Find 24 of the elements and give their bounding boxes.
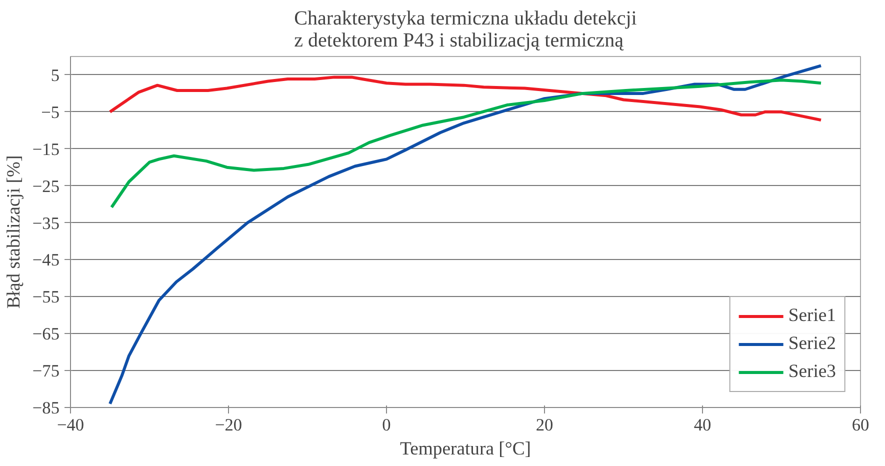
x-axis-title: Temperatura [°C]	[400, 438, 532, 460]
y-tick-label: −5	[41, 102, 60, 122]
y-tick-label: −35	[32, 214, 60, 233]
x-tick-label: −20	[214, 416, 242, 434]
chart-title: Charakterystyka termiczna układu detekcji z detektorem P43 i stabilizacją termiczną	[294, 8, 638, 52]
x-tick-label: 0	[382, 416, 391, 434]
legend-label: Serie1	[788, 305, 836, 327]
y-tick-label: −65	[32, 324, 60, 344]
legend-label: Serie2	[788, 333, 836, 355]
y-tick-label: 5	[50, 66, 60, 85]
y-tick-label: −45	[32, 250, 60, 270]
line-series	[110, 78, 822, 209]
legend-label: Serie3	[788, 361, 836, 383]
y-tick-label: −85	[32, 398, 60, 418]
x-tick-label: 20	[536, 416, 554, 434]
x-tick-label: −40	[56, 416, 84, 434]
y-tick-label: −55	[32, 288, 60, 307]
x-tick-label: 60	[852, 416, 870, 434]
y-tick-label: −75	[32, 362, 60, 381]
line-series	[108, 76, 822, 122]
y-tick-label: −25	[32, 176, 60, 196]
y-axis-title: Błąd stabilizacji [%]	[3, 155, 24, 309]
y-tick-label: −15	[32, 140, 60, 159]
x-tick-label: 40	[694, 416, 712, 434]
